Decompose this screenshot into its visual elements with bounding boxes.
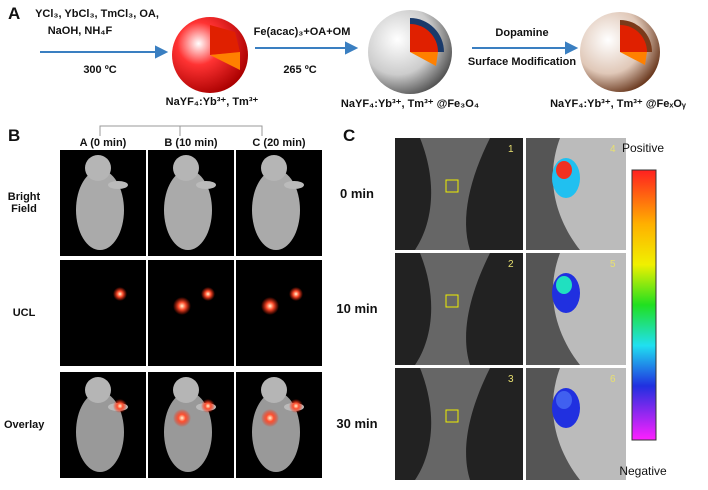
signal: [289, 287, 303, 301]
scale-bottom: Negative: [619, 464, 667, 478]
mouse-head: [173, 155, 199, 181]
mouse-images: [60, 150, 322, 478]
mouse: [76, 392, 124, 472]
mouse-paw: [196, 181, 216, 189]
mri-images: [395, 138, 626, 480]
row-label: UCL: [12, 307, 36, 319]
signal: [556, 276, 572, 294]
product: NaYF₄:Yb³⁺, Tm³⁺ @Fe₃O₄: [340, 98, 480, 110]
row-label: 30 min: [336, 416, 378, 431]
image: [236, 260, 322, 366]
roi-box: [445, 409, 459, 423]
condition: Surface Modification: [467, 56, 577, 68]
signal: [556, 391, 572, 409]
signal: [261, 409, 279, 427]
reagents: Dopamine: [495, 27, 549, 39]
tissue: [526, 138, 580, 250]
image-number: 2: [508, 259, 514, 270]
reagents: NaOH, NH₄F: [47, 25, 113, 37]
condition: 300 ºC: [83, 64, 117, 76]
condition: 265 ºC: [283, 64, 317, 76]
signal: [113, 287, 127, 301]
product: NaYF₄:Yb³⁺, Tm³⁺ @FeₓOᵧ: [550, 98, 686, 110]
panel-label: A: [8, 4, 21, 23]
product: NaYF₄:Yb³⁺, Tm³⁺: [165, 96, 259, 108]
tissue: [526, 368, 580, 480]
column-header: A (0 min): [79, 137, 127, 149]
mouse-paw: [284, 181, 304, 189]
color-scale: [631, 169, 657, 441]
row-label: Overlay: [4, 419, 45, 431]
mouse-head: [85, 155, 111, 181]
mouse-head: [173, 377, 199, 403]
row-label: 10 min: [336, 301, 378, 316]
signal: [201, 287, 215, 301]
tissue: [526, 253, 580, 365]
nanoparticle-1: [172, 17, 248, 93]
signal: [556, 161, 572, 179]
column-header: C (20 min): [252, 137, 306, 149]
image-number: 6: [610, 374, 616, 385]
mouse: [252, 170, 300, 250]
mouse-head: [261, 155, 287, 181]
image-number: 5: [610, 259, 616, 270]
panel-label: C: [343, 126, 356, 145]
signal: [173, 409, 191, 427]
roi-box: [445, 294, 459, 308]
row-label: Bright Field: [7, 191, 41, 215]
signal: [113, 399, 127, 413]
roi-box: [445, 179, 459, 193]
signal: [289, 399, 303, 413]
scale-top: Positive: [621, 141, 665, 155]
image-number: 4: [610, 144, 616, 155]
tissue: [415, 138, 490, 250]
image-number: 1: [508, 144, 514, 155]
tissue: [415, 368, 490, 480]
nanoparticle-3: [580, 12, 660, 92]
reagents: YCl₃, YbCl₃, TmCl₃, OA,: [35, 8, 159, 20]
image: [60, 260, 146, 366]
image: [148, 260, 234, 366]
mouse: [164, 170, 212, 250]
arrows: [40, 41, 579, 59]
column-header: B (10 min): [164, 137, 218, 149]
image-number: 3: [508, 374, 514, 385]
panel-label: B: [8, 126, 21, 145]
mouse: [76, 170, 124, 250]
signal: [173, 297, 191, 315]
row-label: 0 min: [340, 186, 374, 201]
bracket: [99, 125, 263, 136]
mouse-head: [261, 377, 287, 403]
nanoparticle-2: [368, 10, 452, 94]
signal: [261, 297, 279, 315]
tissue: [415, 253, 490, 365]
mouse-head: [85, 377, 111, 403]
reagents: Fe(acac)₃+OA+OM: [253, 26, 351, 38]
signal: [201, 399, 215, 413]
mouse-paw: [108, 181, 128, 189]
